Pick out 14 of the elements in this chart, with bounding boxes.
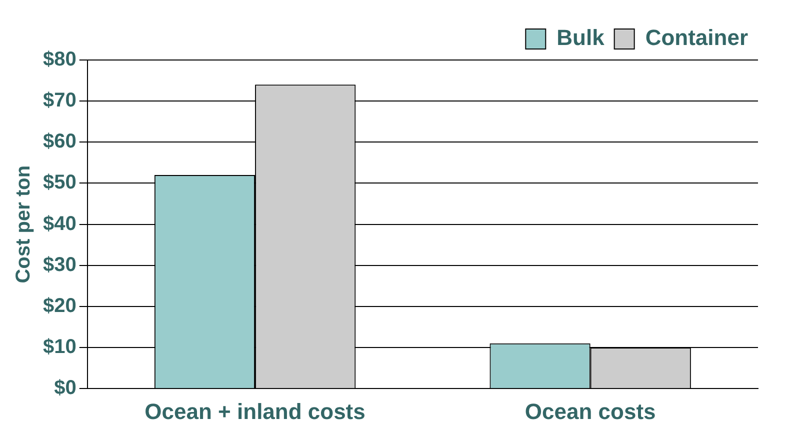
x-tick-label: Ocean + inland costs (144, 398, 366, 424)
y-axis-title: Cost per ton (12, 165, 35, 284)
legend-label: Bulk (556, 25, 606, 50)
y-tick-label: $30 (42, 254, 76, 276)
y-tick-label: $20 (42, 294, 76, 317)
y-tick-label: $50 (42, 172, 76, 194)
x-tick-label: Ocean costs (524, 398, 656, 424)
y-tick-label: $60 (42, 130, 76, 153)
y-tick-label: $70 (42, 90, 76, 112)
y-tick-label: $40 (42, 212, 76, 235)
y-tick-label: $0 (54, 377, 76, 400)
y-tick-label: $10 (42, 336, 76, 358)
y-tick-label: $80 (42, 48, 76, 71)
legend-label: Container (645, 25, 748, 50)
